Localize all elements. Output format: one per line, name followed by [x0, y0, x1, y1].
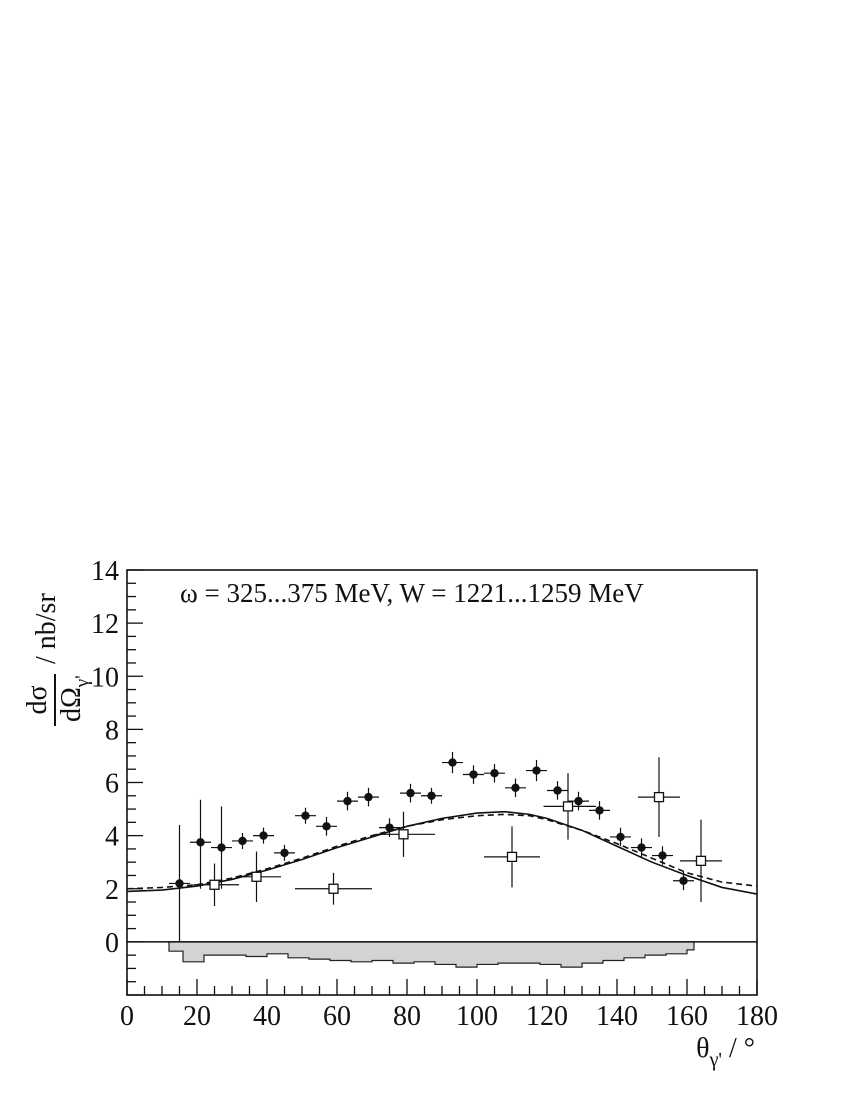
- data-point-open-square: [328, 883, 339, 894]
- data-point-open-square: [506, 851, 518, 863]
- data-point-open-square: [251, 871, 262, 882]
- data-point-open-square: [695, 855, 707, 867]
- x-tick-label: 40: [253, 1001, 281, 1032]
- data-point-filled-circle: [343, 796, 352, 806]
- data-point-open-square: [562, 801, 574, 812]
- data-point-filled-circle: [637, 843, 646, 852]
- x-tick-label: 100: [456, 1001, 498, 1032]
- x-tick-label: 180: [736, 1001, 778, 1032]
- data-point-filled-circle: [217, 843, 226, 852]
- data-point-filled-circle: [364, 792, 373, 802]
- data-point-filled-circle: [448, 758, 457, 767]
- data-point-filled-circle: [511, 783, 520, 793]
- x-tick-label: 140: [596, 1001, 638, 1032]
- data-point-filled-circle: [385, 823, 394, 832]
- y-axis-title-numerator: dσ: [22, 685, 53, 714]
- x-tick-label: 0: [120, 1001, 134, 1032]
- data-point-filled-circle: [574, 796, 583, 806]
- y-tick-label: 4: [105, 822, 119, 853]
- data-point-open-square: [398, 829, 409, 840]
- chart-annotation: ω = 325...375 MeV, W = 1221...1259 MeV: [180, 578, 644, 608]
- systematic-error-band: [168, 941, 695, 968]
- x-axis-title: θγ' / °: [696, 1033, 755, 1071]
- data-point-filled-circle: [490, 769, 499, 778]
- x-tick-label: 20: [183, 1001, 211, 1032]
- x-tick-label: 120: [526, 1001, 568, 1032]
- y-axis-title-denominator: dΩγ': [56, 675, 93, 722]
- data-point-filled-circle: [595, 806, 604, 815]
- data-point-filled-circle: [427, 791, 436, 800]
- x-tick-label: 60: [323, 1001, 351, 1032]
- theory-curve-solid: [126, 810, 758, 895]
- y-tick-label: 6: [105, 769, 119, 800]
- x-axis-title-main: θ: [696, 1033, 709, 1064]
- x-axis-title-unit: / °: [722, 1033, 755, 1064]
- x-tick-label: 80: [393, 1001, 421, 1032]
- data-point-filled-circle: [301, 811, 310, 820]
- y-tick-label: 10: [91, 662, 119, 693]
- data-point-filled-circle: [238, 836, 247, 846]
- data-point-filled-circle: [679, 876, 688, 885]
- y-tick-label: 0: [105, 928, 119, 959]
- data-point-filled-circle: [406, 788, 415, 798]
- plot-frame: [126, 569, 758, 996]
- data-point-filled-circle: [322, 822, 331, 831]
- y-tick-label: 14: [91, 556, 119, 587]
- y-axis-title: dσ dΩγ' / nb/sr: [22, 593, 93, 726]
- data-point-filled-circle: [553, 786, 562, 795]
- y-axis-title-unit: / nb/sr: [31, 593, 62, 664]
- data-point-open-square: [653, 791, 665, 803]
- data-point-filled-circle: [469, 770, 478, 779]
- data-point-filled-circle: [532, 766, 541, 775]
- data-point-filled-circle: [280, 848, 289, 858]
- x-axis-title-sub: γ': [709, 1049, 722, 1071]
- data-point-open-square: [209, 879, 220, 890]
- data-point-filled-circle: [175, 879, 184, 888]
- x-tick-label: 160: [666, 1001, 708, 1032]
- y-tick-label: 2: [105, 875, 119, 906]
- y-tick-label: 12: [91, 609, 119, 640]
- data-point-filled-circle: [616, 832, 625, 842]
- data-point-filled-circle: [259, 831, 268, 840]
- data-point-filled-circle: [196, 838, 205, 847]
- y-tick-label: 8: [105, 715, 119, 746]
- plot-area: 0 20 40 60 80 100 120 140 160 180 0 2 4 6 8 10 12 14: [91, 556, 778, 1032]
- data-point-filled-circle: [658, 851, 667, 860]
